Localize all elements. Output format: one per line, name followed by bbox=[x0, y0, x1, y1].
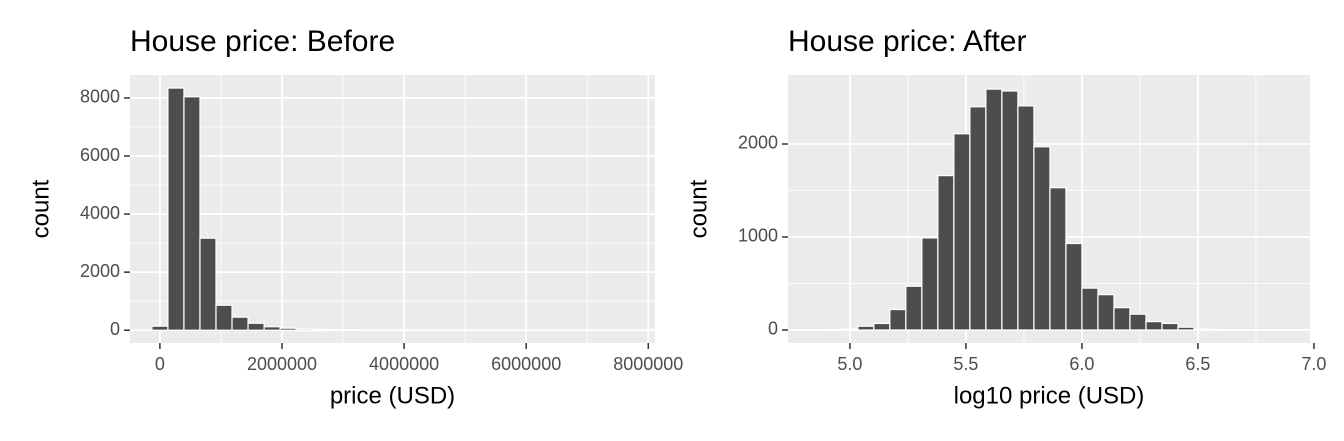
chart-title: House price: After bbox=[788, 25, 1026, 58]
y-tick-label: 0 bbox=[110, 319, 120, 339]
x-tick-label: 8000000 bbox=[613, 354, 683, 374]
bar bbox=[1065, 242, 1083, 331]
bar bbox=[921, 237, 939, 331]
x-tick-label: 5.5 bbox=[953, 354, 978, 374]
bar bbox=[1161, 322, 1179, 331]
chart-title: House price: Before bbox=[130, 25, 395, 58]
bar bbox=[1177, 326, 1195, 331]
bar bbox=[1017, 105, 1035, 331]
bar bbox=[1081, 287, 1099, 331]
x-tick-label: 6.0 bbox=[1069, 354, 1094, 374]
x-tick-label: 7.0 bbox=[1301, 354, 1326, 374]
bar bbox=[985, 88, 1003, 331]
bar bbox=[1033, 146, 1051, 331]
bar bbox=[1145, 321, 1163, 331]
bar bbox=[969, 106, 987, 331]
bar bbox=[1049, 187, 1067, 331]
bar bbox=[841, 328, 859, 331]
y-tick-label: 0 bbox=[768, 319, 778, 339]
bar bbox=[183, 96, 201, 331]
x-tick-label: 6.5 bbox=[1185, 354, 1210, 374]
x-tick-label: 6000000 bbox=[491, 354, 561, 374]
y-tick-label: 2000 bbox=[738, 133, 778, 153]
bar bbox=[953, 133, 971, 331]
bar bbox=[151, 325, 169, 331]
bar bbox=[1129, 313, 1147, 331]
x-tick-label: 0 bbox=[155, 354, 165, 374]
y-tick-label: 4000 bbox=[80, 203, 120, 223]
x-tick-label: 2000000 bbox=[247, 354, 317, 374]
bar bbox=[199, 237, 217, 331]
y-axis-label: count bbox=[27, 179, 54, 238]
bar bbox=[1097, 294, 1115, 331]
bar bbox=[247, 322, 265, 331]
bar bbox=[889, 308, 907, 331]
y-axis-label: count bbox=[685, 179, 712, 238]
x-tick-label: 5.0 bbox=[837, 354, 862, 374]
bar bbox=[167, 87, 185, 331]
plot-panel bbox=[130, 75, 655, 343]
bar bbox=[311, 328, 329, 331]
bar bbox=[231, 316, 249, 331]
y-tick-label: 2000 bbox=[80, 261, 120, 281]
bar bbox=[295, 328, 313, 331]
bar bbox=[279, 327, 297, 331]
bar bbox=[857, 325, 875, 331]
bar bbox=[1113, 307, 1131, 331]
bar bbox=[873, 322, 891, 331]
bar bbox=[215, 304, 233, 331]
x-axis-label: log10 price (USD) bbox=[954, 382, 1145, 409]
y-tick-label: 6000 bbox=[80, 145, 120, 165]
bar bbox=[1001, 90, 1019, 331]
x-tick-label: 4000000 bbox=[369, 354, 439, 374]
bar bbox=[327, 329, 345, 331]
x-axis-label: price (USD) bbox=[330, 382, 455, 409]
bar bbox=[1193, 328, 1211, 331]
bar bbox=[937, 175, 955, 331]
y-tick-label: 8000 bbox=[80, 87, 120, 107]
bar bbox=[905, 285, 923, 331]
y-tick-label: 1000 bbox=[738, 226, 778, 246]
bar bbox=[263, 326, 281, 331]
